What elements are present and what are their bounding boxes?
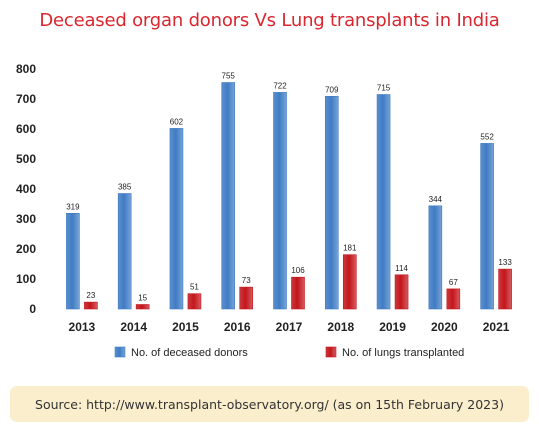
x-tick-label: 2019 — [379, 320, 406, 334]
source-note: Source: http://www.transplant-observator… — [10, 386, 529, 422]
source-text: Source: http://www.transplant-observator… — [35, 396, 504, 412]
lung-bar — [84, 301, 98, 310]
lung-bar — [135, 304, 150, 310]
lung-bar — [498, 268, 512, 310]
donor-bar — [66, 213, 80, 310]
donor-bar — [428, 205, 443, 310]
legend-label-donors: No. of deceased donors — [131, 347, 248, 359]
lung-data-label: 51 — [190, 283, 199, 292]
y-tick-label: 300 — [16, 212, 36, 226]
lung-data-label: 106 — [291, 266, 305, 275]
donor-data-label: 722 — [273, 81, 287, 90]
y-tick-label: 400 — [16, 182, 36, 196]
y-tick-label: 0 — [29, 302, 36, 316]
chart-title: Deceased organ donors Vs Lung transplant… — [39, 10, 500, 31]
y-tick-label: 600 — [16, 122, 36, 136]
y-tick-label: 100 — [16, 272, 36, 286]
x-tick-label: 2015 — [172, 320, 199, 334]
donor-data-label: 319 — [66, 202, 80, 211]
lung-bar — [446, 288, 461, 310]
lung-data-label: 23 — [86, 291, 95, 300]
donor-data-label: 552 — [480, 132, 494, 141]
bar-chart: 0 100 200 300 400 500 600 700 800 319 23 2013 385 15 2… — [16, 62, 512, 359]
x-tick-label: 2021 — [483, 320, 510, 334]
lung-data-label: 15 — [138, 294, 147, 303]
lung-bar — [291, 276, 305, 310]
y-tick-label: 500 — [16, 152, 36, 166]
lung-bar — [187, 293, 202, 310]
donor-data-label: 602 — [170, 117, 184, 126]
donor-data-label: 755 — [222, 72, 236, 81]
lung-data-label: 181 — [343, 244, 357, 253]
y-tick-label: 700 — [16, 92, 36, 106]
legend-swatch-lungs — [325, 346, 337, 358]
donor-bar — [273, 92, 287, 310]
x-tick-label: 2014 — [120, 320, 147, 334]
lung-data-label: 67 — [449, 278, 458, 287]
lung-data-label: 114 — [395, 264, 408, 273]
legend-label-lungs: No. of lungs transplanted — [342, 347, 464, 359]
lung-bar — [394, 274, 409, 310]
x-tick-label: 2017 — [276, 320, 303, 334]
x-tick-label: 2013 — [69, 320, 96, 334]
lung-data-label: 73 — [242, 276, 251, 285]
donor-data-label: 385 — [118, 183, 132, 192]
x-tick-label: 2020 — [431, 320, 458, 334]
lung-data-label: 133 — [498, 258, 512, 267]
donor-bar — [324, 96, 339, 310]
x-tick-label: 2016 — [224, 320, 251, 334]
donor-bar — [480, 143, 494, 310]
legend-swatch-donors — [114, 346, 126, 358]
lung-bar — [239, 286, 254, 310]
donor-bar — [169, 128, 184, 310]
x-tick-label: 2018 — [327, 320, 354, 334]
lung-bar — [342, 254, 357, 310]
donor-data-label: 344 — [429, 195, 443, 204]
donor-bar — [221, 82, 236, 310]
donor-data-label: 715 — [377, 84, 391, 93]
donor-data-label: 709 — [325, 85, 339, 94]
donor-bar — [376, 94, 391, 310]
y-tick-label: 200 — [16, 242, 36, 256]
y-tick-label: 800 — [16, 62, 36, 76]
donor-bar — [117, 193, 132, 310]
